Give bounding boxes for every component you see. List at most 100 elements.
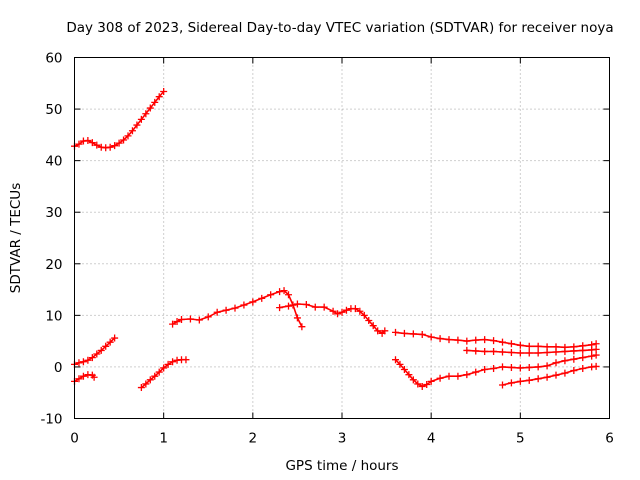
data-point <box>499 363 506 371</box>
data-point <box>534 363 542 371</box>
data-point <box>90 373 98 381</box>
series-arc-2 <box>71 334 119 368</box>
data-point <box>490 347 498 355</box>
data-point <box>93 141 101 149</box>
data-point <box>588 352 596 360</box>
data-point <box>106 143 114 151</box>
data-point <box>534 342 542 350</box>
data-point <box>561 357 569 365</box>
data-point <box>178 315 185 323</box>
data-point <box>481 366 489 374</box>
data-point <box>525 376 533 384</box>
data-point <box>499 381 506 389</box>
data-point <box>454 372 462 380</box>
data-point <box>427 333 435 341</box>
data-point <box>231 304 239 312</box>
data-point <box>169 358 177 366</box>
data-point <box>249 298 257 306</box>
data-point <box>186 315 194 323</box>
data-point <box>93 350 101 358</box>
data-point <box>329 307 337 315</box>
data-point <box>173 318 181 326</box>
data-point <box>195 316 203 324</box>
x-tick-label: 0 <box>70 431 79 447</box>
data-point <box>570 367 578 375</box>
grid-layer <box>74 57 610 419</box>
data-point <box>552 348 560 356</box>
x-tick-label: 4 <box>427 431 436 447</box>
data-point <box>463 337 471 345</box>
data-point <box>374 327 382 335</box>
data-point <box>88 139 96 147</box>
data-point <box>507 340 515 348</box>
data-point <box>543 362 551 370</box>
x-tick-label: 2 <box>249 431 258 447</box>
data-point <box>400 329 408 337</box>
data-point <box>414 380 422 388</box>
data-point <box>276 304 284 312</box>
data-point <box>579 346 587 354</box>
data-point <box>445 336 453 344</box>
series-line <box>466 348 597 354</box>
series-arc-4 <box>137 356 190 392</box>
data-point <box>285 302 292 310</box>
data-point <box>490 364 498 372</box>
series-arc-9 <box>463 345 600 357</box>
data-point <box>111 334 119 342</box>
data-point <box>75 359 83 367</box>
data-point <box>543 373 551 381</box>
data-point <box>409 330 417 338</box>
y-axis-label: SDTVAR / TECUs <box>8 183 24 293</box>
data-point <box>97 346 105 354</box>
data-point <box>369 322 377 330</box>
data-point <box>146 376 154 384</box>
data-point <box>240 301 248 309</box>
data-point <box>102 342 110 350</box>
data-point <box>298 323 306 331</box>
data-point <box>137 115 145 123</box>
data-point <box>579 354 587 362</box>
data-point <box>151 98 159 106</box>
data-point <box>84 356 92 364</box>
data-point <box>356 307 364 315</box>
data-point <box>570 355 578 363</box>
tick-layer: 0 1 2 3 4 5 6 -10 0 10 20 30 40 50 60 <box>40 51 613 447</box>
data-point <box>133 121 141 129</box>
data-point <box>320 303 328 311</box>
series-arc-10 <box>499 362 600 389</box>
data-point <box>160 364 168 372</box>
data-point <box>570 347 578 355</box>
data-point <box>499 348 506 356</box>
y-tick-label: 30 <box>45 205 62 221</box>
data-point <box>280 287 288 295</box>
data-point <box>405 371 413 379</box>
data-point <box>302 301 310 309</box>
series-line <box>394 354 597 388</box>
data-point <box>160 88 168 96</box>
data-point <box>423 380 431 388</box>
data-point <box>213 308 221 316</box>
y-tick-label: 50 <box>45 102 62 118</box>
data-point <box>472 336 480 344</box>
x-tick-label: 6 <box>605 431 614 447</box>
data-point <box>164 360 172 368</box>
data-point <box>543 348 551 356</box>
x-tick-label: 3 <box>338 431 347 447</box>
data-point <box>128 127 136 135</box>
data-point <box>120 136 128 144</box>
data-point <box>381 327 389 335</box>
data-point <box>79 358 87 366</box>
data-point <box>342 306 350 314</box>
data-point <box>142 380 150 388</box>
data-point <box>258 294 266 302</box>
data-point <box>155 93 163 101</box>
y-tick-label: 0 <box>54 360 63 376</box>
data-point <box>525 349 533 357</box>
data-point <box>75 140 83 148</box>
data-point <box>525 363 533 371</box>
data-point <box>155 368 163 376</box>
data-point <box>516 349 524 357</box>
data-point <box>75 375 83 383</box>
series-arc-7 <box>392 351 600 391</box>
